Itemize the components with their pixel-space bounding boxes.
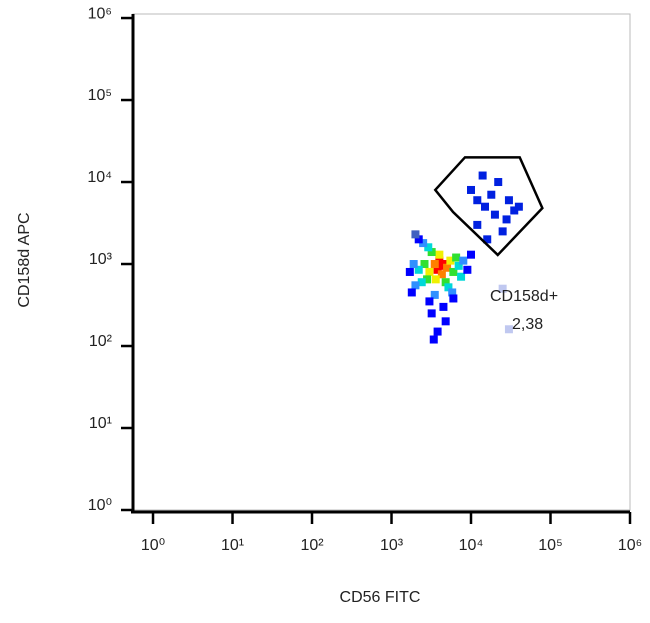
event-dot	[433, 327, 442, 336]
event-dot	[481, 202, 490, 211]
event-dot	[419, 239, 428, 248]
event-dot	[411, 230, 420, 239]
event-dot	[407, 288, 416, 297]
event-dot	[430, 290, 439, 299]
y-tick-label: 10⁵	[88, 87, 112, 104]
event-dot	[437, 270, 446, 279]
event-dot	[429, 335, 438, 344]
event-dot	[420, 260, 429, 269]
event-dot	[448, 288, 457, 297]
event-dot	[498, 227, 507, 236]
event-dot	[463, 265, 472, 274]
event-dot	[431, 275, 440, 284]
event-dot	[405, 267, 414, 276]
x-tick-label: 10⁵	[538, 537, 562, 554]
x-tick-label: 10⁴	[459, 537, 484, 554]
event-dot	[490, 210, 499, 219]
y-tick-label: 10¹	[89, 415, 112, 432]
event-dot	[443, 263, 452, 272]
event-dot	[417, 278, 426, 287]
event-dot	[449, 267, 458, 276]
event-dot	[510, 206, 519, 215]
event-dot	[427, 309, 436, 318]
event-dot	[449, 294, 458, 303]
event-dot	[414, 235, 423, 244]
x-tick-label: 10²	[300, 537, 324, 554]
event-dot	[427, 248, 436, 257]
event-dot	[441, 278, 450, 287]
event-dot	[435, 250, 444, 259]
event-dot	[502, 215, 511, 224]
x-axis-label: CD56 FITC	[340, 589, 421, 606]
event-dot	[494, 178, 503, 187]
event-dot	[423, 275, 432, 284]
event-dot	[467, 185, 476, 194]
y-tick-label: 10⁴	[87, 169, 112, 186]
event-dot	[473, 220, 482, 229]
event-dot	[467, 250, 476, 259]
y-axis-label: CD158d APC	[16, 212, 33, 307]
event-dot	[478, 171, 487, 180]
event-dot	[433, 265, 442, 274]
event-dot	[435, 256, 444, 265]
event-dot	[430, 260, 439, 269]
event-dot	[444, 283, 453, 292]
event-dot	[473, 196, 482, 205]
x-tick-label: 10¹	[221, 537, 244, 554]
plot-frame	[132, 13, 631, 511]
y-tick-label: 10⁶	[88, 5, 112, 22]
event-dot	[459, 256, 468, 265]
event-dot	[414, 265, 423, 274]
x-tick-label: 10⁰	[141, 537, 165, 554]
event-dot	[457, 272, 466, 281]
event-dot	[446, 256, 455, 265]
event-dot	[452, 253, 461, 262]
event-dot	[409, 260, 418, 269]
event-dot	[439, 302, 448, 311]
event-dot	[514, 202, 523, 211]
event-dot	[454, 261, 463, 270]
event-dot	[425, 297, 434, 306]
y-tick-label: 10³	[89, 251, 113, 268]
event-dot	[424, 243, 433, 252]
event-dot	[498, 284, 507, 293]
gate-percentage: 2,38	[512, 316, 543, 333]
event-dot	[441, 317, 450, 326]
event-dot	[504, 325, 513, 334]
y-tick-label: 10⁰	[88, 497, 112, 514]
event-dot	[425, 267, 434, 276]
y-tick-label: 10²	[89, 333, 113, 350]
event-dot	[504, 196, 513, 205]
x-tick-label: 10³	[380, 537, 404, 554]
event-dot	[487, 190, 496, 199]
x-tick-label: 10⁶	[618, 537, 642, 554]
gate	[433, 156, 544, 257]
event-dot	[411, 281, 420, 290]
gate-name: CD158d+	[490, 288, 558, 305]
event-dot	[483, 235, 492, 244]
